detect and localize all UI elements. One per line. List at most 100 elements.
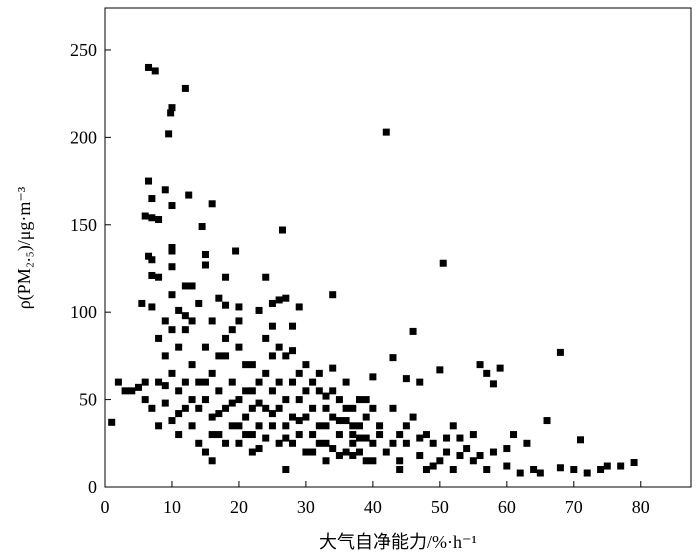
point [148,404,156,412]
point [409,413,417,421]
point [188,361,196,369]
point [530,466,538,474]
x-tick-label: 30 [297,497,315,517]
x-tick-label: 40 [364,497,382,517]
point [255,306,263,314]
point [235,439,243,447]
point [275,378,283,386]
point [268,322,276,330]
point [302,448,310,456]
point [289,413,297,421]
point [181,282,189,290]
point [322,404,330,412]
point [322,457,330,465]
point [168,202,176,210]
point [402,375,410,383]
point [145,63,153,71]
point [168,263,176,271]
point [416,452,424,460]
y-tick-label: 50 [79,390,97,410]
point [369,457,377,465]
point [108,418,116,426]
point [289,347,297,355]
point [248,431,256,439]
point [215,410,223,418]
point [268,299,276,307]
point [185,191,193,199]
point [369,373,377,381]
x-tick-label: 80 [632,497,650,517]
point [302,413,310,421]
point [342,404,350,412]
point [255,422,263,430]
point [362,396,370,404]
x-axis-label: 大气自净能力/%·h⁻¹ [319,532,477,552]
point [463,445,471,453]
point [309,431,317,439]
point [570,466,578,474]
point [349,404,357,412]
point [429,439,437,447]
point [295,431,303,439]
point [489,448,497,456]
point [228,422,236,430]
point [195,299,203,307]
point [201,261,209,269]
point [222,273,230,281]
y-axis-label: ρ(PM₂.₅)/μg·m⁻³ [14,186,35,309]
point [396,457,404,465]
point [476,452,484,460]
point [175,387,183,395]
point [295,417,303,425]
point [195,404,203,412]
point [282,422,290,430]
point [603,462,611,470]
point [476,361,484,369]
point [222,334,230,342]
point [145,177,153,185]
point [443,448,451,456]
point [309,448,317,456]
point [335,396,343,404]
x-tick-label: 0 [101,497,110,517]
point [181,84,189,92]
point [201,378,209,386]
point [329,445,337,453]
point [416,378,424,386]
point [248,361,256,369]
point [617,462,625,470]
point [201,448,209,456]
x-tick-label: 60 [498,497,516,517]
point [208,413,216,421]
point [396,466,404,474]
point [503,462,511,470]
point [222,301,230,309]
point [121,387,129,395]
point [114,378,122,386]
point [262,404,270,412]
point [329,413,337,421]
point [282,434,290,442]
point [342,378,350,386]
point [376,431,384,439]
x-tick-label: 10 [163,497,181,517]
point [175,410,183,418]
point [355,422,363,430]
point [543,417,551,425]
point [141,396,149,404]
point [181,404,189,412]
point [309,378,317,386]
point [597,466,605,474]
point [483,466,491,474]
point [228,399,236,407]
point [315,369,323,377]
point [402,422,410,430]
point [329,387,337,395]
point [583,469,591,477]
point [167,109,175,117]
point [302,387,310,395]
point [389,439,397,447]
point [188,422,196,430]
x-tick-label: 70 [565,497,583,517]
point [155,273,163,281]
